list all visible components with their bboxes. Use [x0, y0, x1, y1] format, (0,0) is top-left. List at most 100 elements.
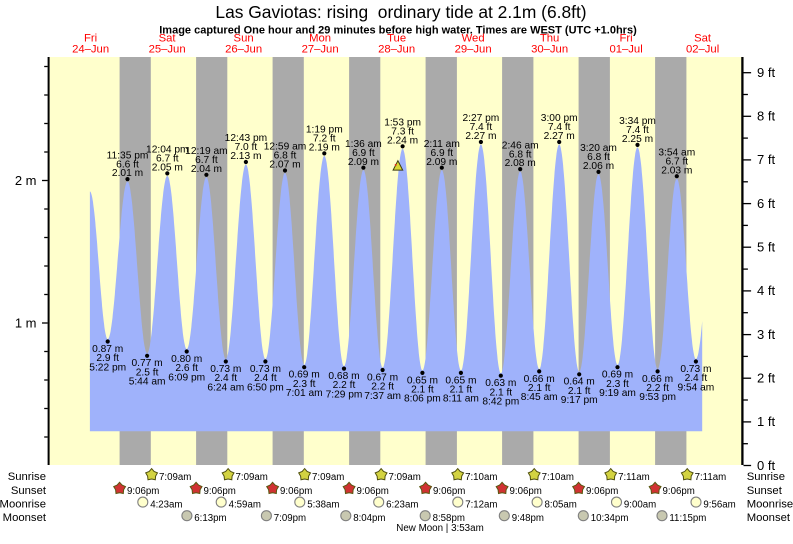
svg-text:Sunset: Sunset [11, 485, 47, 497]
svg-text:2.13 m: 2.13 m [230, 151, 261, 162]
svg-text:2.09 m: 2.09 m [348, 157, 379, 168]
svg-text:6 ft: 6 ft [757, 196, 775, 211]
svg-text:8:45 am: 8:45 am [521, 392, 558, 403]
svg-text:4:23am: 4:23am [150, 499, 182, 510]
svg-text:2.01 m: 2.01 m [112, 168, 143, 179]
svg-text:5 ft: 5 ft [757, 240, 775, 255]
svg-text:Wed: Wed [462, 33, 485, 45]
svg-text:2.3 ft: 2.3 ft [606, 379, 629, 390]
svg-text:Sat: Sat [694, 33, 712, 45]
svg-text:12:04 pm: 12:04 pm [146, 145, 188, 156]
svg-text:2.27 m: 2.27 m [465, 131, 496, 142]
svg-text:0.69 m: 0.69 m [602, 370, 633, 381]
svg-text:5:38am: 5:38am [307, 499, 339, 510]
svg-text:0.73 m: 0.73 m [680, 364, 711, 375]
svg-text:2.06 m: 2.06 m [583, 161, 614, 172]
svg-text:4 ft: 4 ft [757, 283, 775, 298]
svg-text:0 ft: 0 ft [757, 458, 775, 473]
svg-text:7:11am: 7:11am [695, 472, 727, 483]
svg-text:9:17 pm: 9:17 pm [561, 395, 598, 406]
svg-text:6.8 ft: 6.8 ft [274, 151, 297, 162]
svg-text:7 ft: 7 ft [757, 152, 775, 167]
svg-text:7:09am: 7:09am [389, 472, 421, 483]
svg-text:2.4 ft: 2.4 ft [254, 373, 277, 384]
svg-text:6:24 am: 6:24 am [207, 382, 244, 393]
svg-text:Moonset: Moonset [3, 512, 47, 524]
svg-text:9:00am: 9:00am [624, 499, 656, 510]
svg-text:29–Jun: 29–Jun [455, 44, 492, 56]
svg-text:Image captured One hour and 29: Image captured One hour and 29 minutes b… [159, 25, 637, 37]
svg-text:4:59am: 4:59am [229, 499, 261, 510]
svg-text:9:06pm: 9:06pm [357, 486, 389, 497]
svg-text:25–Jun: 25–Jun [149, 44, 186, 56]
svg-text:Thu: Thu [540, 33, 559, 45]
svg-text:2.1 ft: 2.1 ft [528, 383, 551, 394]
svg-text:3:34 pm: 3:34 pm [619, 116, 656, 127]
svg-text:2:27 pm: 2:27 pm [462, 113, 499, 124]
svg-text:0.69 m: 0.69 m [289, 370, 320, 381]
svg-text:7.4 ft: 7.4 ft [548, 122, 571, 133]
svg-text:9:06pm: 9:06pm [280, 486, 312, 497]
svg-text:26–Jun: 26–Jun [225, 44, 262, 56]
svg-text:7.0 ft: 7.0 ft [235, 142, 258, 153]
svg-text:2:46 am: 2:46 am [502, 140, 539, 151]
svg-text:1 ft: 1 ft [757, 414, 775, 429]
svg-text:7:09am: 7:09am [159, 472, 191, 483]
svg-text:0.65 m: 0.65 m [407, 375, 438, 386]
svg-text:7:11am: 7:11am [618, 472, 650, 483]
svg-text:2.27 m: 2.27 m [544, 131, 575, 142]
svg-text:2.19 m: 2.19 m [309, 143, 340, 154]
svg-text:2.1 ft: 2.1 ft [450, 385, 473, 396]
svg-text:3:20 am: 3:20 am [580, 143, 617, 154]
svg-text:2.2 ft: 2.2 ft [646, 383, 669, 394]
svg-text:12:43 pm: 12:43 pm [225, 133, 267, 144]
svg-text:3:00 pm: 3:00 pm [541, 113, 578, 124]
svg-text:11:35 pm: 11:35 pm [107, 150, 149, 161]
svg-text:2 ft: 2 ft [757, 371, 775, 386]
svg-text:27–Jun: 27–Jun [302, 44, 339, 56]
svg-text:7.2 ft: 7.2 ft [313, 134, 336, 145]
svg-text:12:19 am: 12:19 am [185, 146, 227, 157]
svg-text:2.5 ft: 2.5 ft [136, 367, 159, 378]
svg-text:2.08 m: 2.08 m [505, 158, 536, 169]
svg-text:7:10am: 7:10am [465, 472, 497, 483]
svg-text:0.66 m: 0.66 m [642, 374, 673, 385]
svg-text:7:29 pm: 7:29 pm [326, 389, 363, 400]
svg-text:30–Jun: 30–Jun [531, 44, 568, 56]
svg-text:9:48pm: 9:48pm [512, 513, 544, 524]
svg-text:6:09 pm: 6:09 pm [168, 372, 205, 383]
svg-text:2.9 ft: 2.9 ft [96, 353, 119, 364]
svg-text:0.80 m: 0.80 m [171, 354, 202, 365]
svg-text:6.7 ft: 6.7 ft [195, 155, 218, 166]
svg-text:2.2 ft: 2.2 ft [333, 380, 356, 391]
svg-text:2.09 m: 2.09 m [426, 157, 457, 168]
svg-text:1:19 pm: 1:19 pm [306, 125, 343, 136]
svg-text:7:09pm: 7:09pm [274, 513, 306, 524]
svg-text:1:36 am: 1:36 am [345, 139, 382, 150]
svg-text:6:50 pm: 6:50 pm [247, 382, 284, 393]
svg-text:8:04pm: 8:04pm [353, 513, 385, 524]
svg-text:2.4 ft: 2.4 ft [685, 373, 708, 384]
svg-text:9:06pm: 9:06pm [663, 486, 695, 497]
svg-text:Fri: Fri [620, 33, 633, 45]
svg-text:0.77 m: 0.77 m [132, 358, 163, 369]
svg-text:9:06pm: 9:06pm [127, 486, 159, 497]
svg-text:6.7 ft: 6.7 ft [665, 156, 688, 167]
svg-text:7.4 ft: 7.4 ft [470, 122, 493, 133]
svg-text:0.73 m: 0.73 m [250, 364, 281, 375]
svg-text:6.9 ft: 6.9 ft [430, 148, 453, 159]
svg-text:8:06 pm: 8:06 pm [404, 394, 441, 405]
svg-text:Sun: Sun [234, 33, 254, 45]
svg-text:24–Jun: 24–Jun [72, 44, 109, 56]
svg-text:0.87 m: 0.87 m [92, 344, 123, 355]
svg-text:02–Jul: 02–Jul [686, 44, 719, 56]
svg-text:Sat: Sat [159, 33, 177, 45]
svg-text:Moonrise: Moonrise [747, 498, 793, 510]
svg-text:9:06pm: 9:06pm [586, 486, 618, 497]
svg-text:Fri: Fri [84, 33, 97, 45]
svg-text:7.4 ft: 7.4 ft [626, 125, 649, 136]
svg-text:Sunrise: Sunrise [747, 471, 785, 483]
svg-text:2.6 ft: 2.6 ft [175, 363, 198, 374]
svg-text:8:58pm: 8:58pm [433, 513, 465, 524]
svg-text:1:53 pm: 1:53 pm [384, 118, 421, 129]
